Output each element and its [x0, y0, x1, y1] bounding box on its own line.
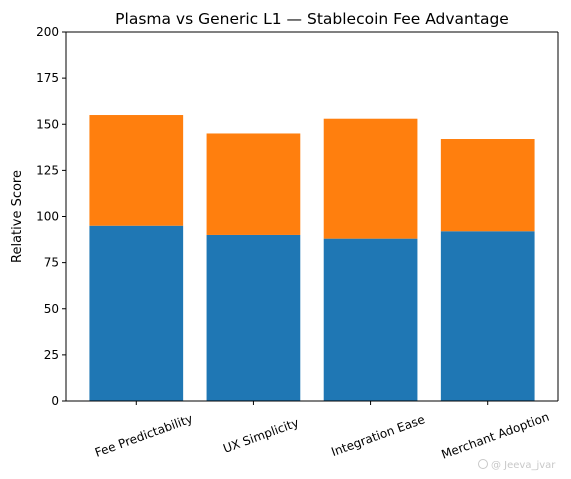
y-axis-label: Relative Score: [10, 170, 25, 263]
bar-series2-fee-predictability: [89, 115, 184, 226]
x-tick-label-fee-predictability: Fee Predictability: [93, 411, 195, 459]
y-tick-label: 150: [36, 117, 59, 131]
bar-series1-merchant-adoption: [440, 231, 535, 401]
bar-series1-integration-ease: [323, 238, 418, 401]
y-tick-label: 50: [44, 302, 59, 316]
y-tick-label: 75: [44, 256, 59, 270]
bar-series1-ux-simplicity: [206, 234, 301, 401]
bars-group: [89, 115, 535, 401]
y-tick-label: 200: [36, 25, 59, 39]
y-tick-label: 125: [36, 163, 59, 177]
y-tick-label: 0: [51, 394, 59, 408]
watermark-text: @ Jeeva_jvar: [491, 460, 556, 471]
x-tick-label-ux-simplicity: UX Simplicity: [221, 416, 300, 456]
bar-series1-fee-predictability: [89, 225, 184, 401]
bar-series2-integration-ease: [323, 118, 418, 239]
x-tick-label-integration-ease: Integration Ease: [329, 412, 426, 459]
chart-title: Plasma vs Generic L1 — Stablecoin Fee Ad…: [115, 10, 509, 28]
y-tick-label: 100: [36, 210, 59, 224]
bar-series2-ux-simplicity: [206, 133, 301, 235]
y-tick-label: 25: [44, 348, 59, 362]
watermark-icon: [478, 459, 488, 469]
watermark: @ Jeeva_jvar: [478, 459, 556, 471]
x-tick-label-merchant-adoption: Merchant Adoption: [439, 410, 551, 462]
y-tick-label: 175: [36, 71, 59, 85]
bar-series2-merchant-adoption: [440, 139, 535, 232]
